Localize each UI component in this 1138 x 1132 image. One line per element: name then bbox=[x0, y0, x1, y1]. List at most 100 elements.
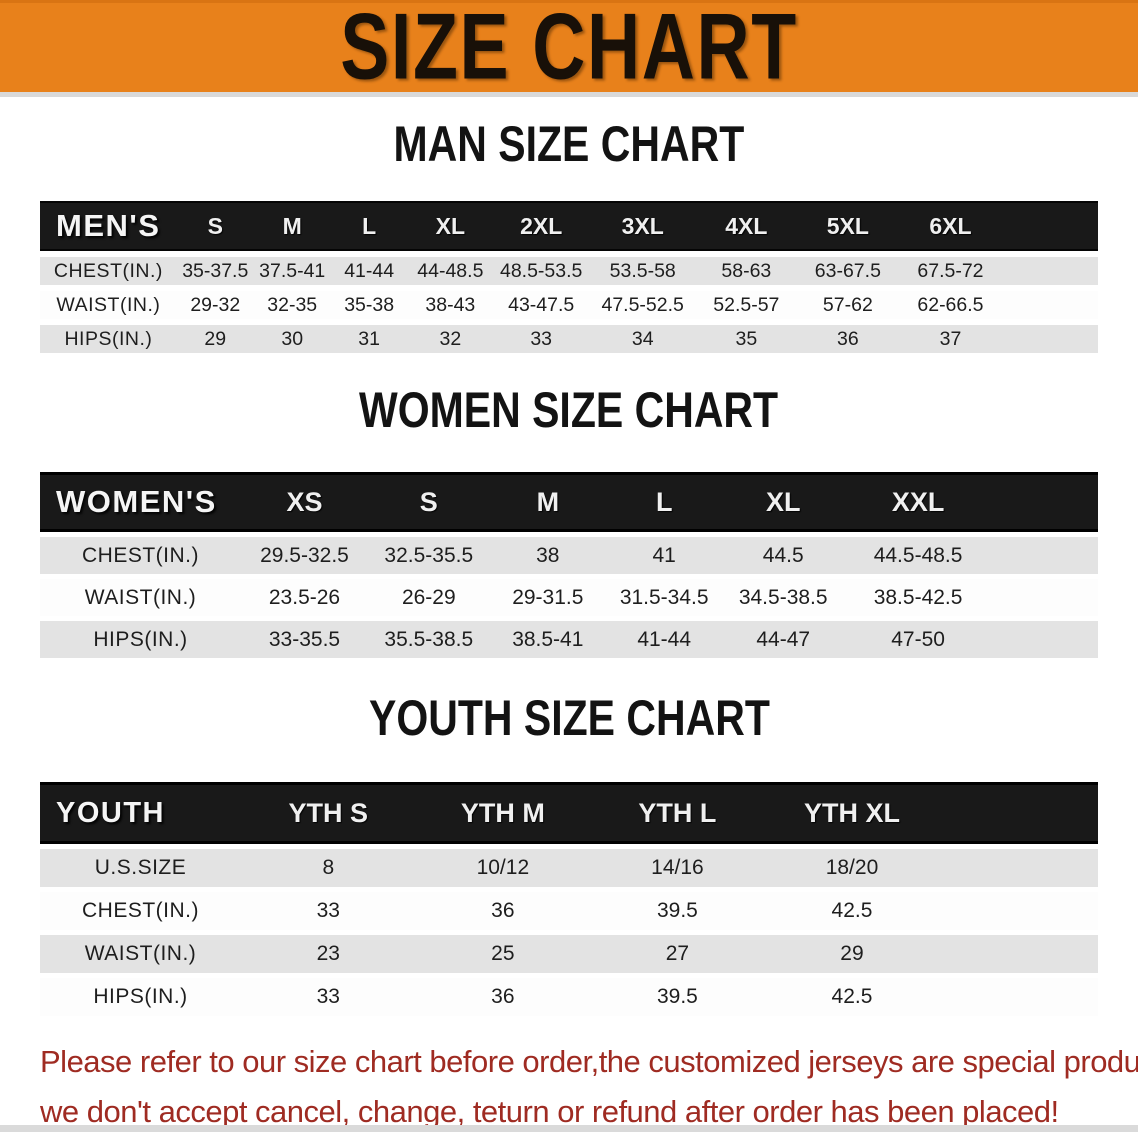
measurement-label: WAIST(IN.) bbox=[56, 293, 161, 316]
measurement-label: HIPS(IN.) bbox=[64, 327, 153, 350]
size-value: 35-37.5 bbox=[182, 259, 249, 282]
women-size-column-header: XL bbox=[722, 472, 845, 532]
size-value: 36 bbox=[491, 985, 515, 1008]
men-table-header-row: MEN'S S M L XL 2XL 3XL 4XL 5XL 6XL bbox=[40, 201, 1098, 251]
men-size-column-header: XL bbox=[407, 201, 494, 251]
women-table-row: CHEST(IN.) 29.5-32.5 32.5-35.5 38 41 44.5 44.5… bbox=[40, 537, 1098, 574]
size-value: 25 bbox=[491, 942, 515, 965]
women-table-row: WAIST(IN.) 23.5-26 26-29 29-31.5 31.5-34.5 34… bbox=[40, 579, 1098, 616]
size-value: 33 bbox=[530, 327, 553, 350]
bottom-edge-strip bbox=[0, 1125, 1138, 1132]
size-value: 33 bbox=[316, 899, 340, 922]
size-value: 41-44 bbox=[637, 627, 692, 651]
size-value: 35 bbox=[735, 327, 758, 350]
spacer-cell bbox=[1002, 291, 1098, 319]
size-value: 35.5-38.5 bbox=[384, 627, 474, 651]
spacer-cell bbox=[992, 621, 1098, 658]
youth-size-column-header: YTH M bbox=[415, 782, 591, 844]
youth-table-row: HIPS(IN.) 33 36 39.5 42.5 bbox=[40, 978, 1098, 1016]
men-size-column-header: L bbox=[330, 201, 408, 251]
size-value: 26-29 bbox=[401, 585, 456, 609]
size-value: 29-32 bbox=[190, 293, 241, 316]
measurement-label: WAIST(IN.) bbox=[84, 942, 197, 965]
size-value: 44-48.5 bbox=[417, 259, 484, 282]
size-value: 29.5-32.5 bbox=[260, 543, 349, 567]
women-size-table: WOMEN'S XS S M L XL XXL CHEST(IN.) 29.5-32.5 32.5… bbox=[40, 467, 1098, 663]
women-table-row: HIPS(IN.) 33-35.5 35.5-38.5 38.5-41 41-44 44-… bbox=[40, 621, 1098, 658]
size-value: 58-63 bbox=[721, 259, 772, 282]
size-value: 32-35 bbox=[267, 293, 318, 316]
size-value: 31 bbox=[358, 327, 380, 350]
size-value: 44.5-48.5 bbox=[873, 543, 963, 567]
youth-table-row: CHEST(IN.) 33 36 39.5 42.5 bbox=[40, 892, 1098, 930]
measurement-label: CHEST(IN.) bbox=[82, 543, 199, 567]
size-value: 29-31.5 bbox=[512, 585, 584, 609]
spacer-cell bbox=[1002, 325, 1098, 353]
men-table-row: HIPS(IN.) 29 30 31 32 33 34 35 36 37 bbox=[40, 325, 1098, 353]
spacer-cell bbox=[1002, 257, 1098, 285]
size-value: 33 bbox=[316, 985, 340, 1008]
size-value: 38-43 bbox=[425, 293, 476, 316]
size-value: 62-66.5 bbox=[917, 293, 984, 316]
size-value: 38.5-42.5 bbox=[873, 585, 963, 609]
disclaimer-line-2: we don't accept cancel, change, teturn o… bbox=[40, 1094, 1059, 1129]
size-value: 44-47 bbox=[756, 627, 811, 651]
men-size-column-header: 2XL bbox=[493, 201, 590, 251]
size-value: 38 bbox=[536, 543, 560, 567]
size-value: 14/16 bbox=[651, 856, 704, 879]
size-value: 32.5-35.5 bbox=[384, 543, 474, 567]
men-table-title: MEN'S bbox=[40, 201, 177, 251]
men-section-heading-text: MAN SIZE CHART bbox=[393, 116, 745, 172]
size-value: 47-50 bbox=[891, 627, 945, 651]
men-size-column-header: 4XL bbox=[696, 201, 797, 251]
size-value: 23 bbox=[316, 942, 340, 965]
youth-size-column-header: YTH XL bbox=[764, 782, 940, 844]
size-value: 37.5-41 bbox=[259, 259, 326, 282]
size-value: 44.5 bbox=[762, 543, 804, 567]
size-value: 23.5-26 bbox=[268, 585, 341, 609]
men-size-table: MEN'S S M L XL 2XL 3XL 4XL 5XL 6XL CHEST(IN.) 35-37… bbox=[40, 195, 1098, 359]
women-section-heading-text: WOMEN SIZE CHART bbox=[359, 382, 779, 438]
size-value: 33-35.5 bbox=[268, 627, 341, 651]
spacer-cell bbox=[992, 472, 1098, 532]
men-section-heading: MAN SIZE CHART bbox=[0, 117, 1138, 181]
banner-title: SIZE CHART bbox=[340, 0, 798, 100]
size-value: 57-62 bbox=[822, 293, 873, 316]
women-size-column-header: XS bbox=[241, 472, 368, 532]
size-value: 10/12 bbox=[476, 856, 530, 879]
size-value: 38.5-41 bbox=[512, 627, 584, 651]
spacer-cell bbox=[939, 935, 1098, 973]
measurement-label: WAIST(IN.) bbox=[84, 585, 197, 609]
size-value: 35-38 bbox=[344, 293, 395, 316]
men-size-column-header: M bbox=[253, 201, 331, 251]
size-value: 18/20 bbox=[825, 856, 879, 879]
women-size-column-header: XXL bbox=[844, 472, 993, 532]
size-value: 29 bbox=[840, 942, 864, 965]
youth-table-title: YOUTH bbox=[40, 782, 242, 844]
size-value: 39.5 bbox=[656, 985, 698, 1008]
spacer-cell bbox=[1001, 201, 1098, 251]
spacer-cell bbox=[992, 537, 1098, 574]
size-value: 63-67.5 bbox=[814, 259, 881, 282]
women-size-column-header: M bbox=[489, 472, 606, 532]
size-value: 37 bbox=[939, 327, 962, 350]
women-size-column-header: S bbox=[367, 472, 490, 532]
spacer-cell bbox=[939, 978, 1098, 1016]
size-chart-banner: SIZE CHART bbox=[0, 0, 1138, 99]
size-value: 53.5-58 bbox=[609, 259, 676, 282]
disclaimer-line-1: Please refer to our size chart before or… bbox=[40, 1044, 1138, 1079]
youth-table-header-row: YOUTH YTH S YTH M YTH L YTH XL bbox=[40, 782, 1098, 844]
men-size-column-header: 3XL bbox=[589, 201, 697, 251]
measurement-label: U.S.SIZE bbox=[94, 856, 187, 879]
order-disclaimer: Please refer to our size chart before or… bbox=[40, 1037, 1138, 1132]
measurement-label: CHEST(IN.) bbox=[82, 899, 199, 922]
spacer-cell bbox=[939, 782, 1098, 844]
size-value: 31.5-34.5 bbox=[619, 585, 709, 609]
size-value: 43-47.5 bbox=[508, 293, 575, 316]
size-value: 8 bbox=[322, 856, 335, 879]
youth-section-heading: YOUTH SIZE CHART bbox=[0, 691, 1138, 755]
size-value: 67.5-72 bbox=[917, 259, 984, 282]
size-value: 47.5-52.5 bbox=[601, 293, 684, 316]
women-table-title: WOMEN'S bbox=[40, 472, 242, 532]
size-value: 42.5 bbox=[831, 985, 873, 1008]
